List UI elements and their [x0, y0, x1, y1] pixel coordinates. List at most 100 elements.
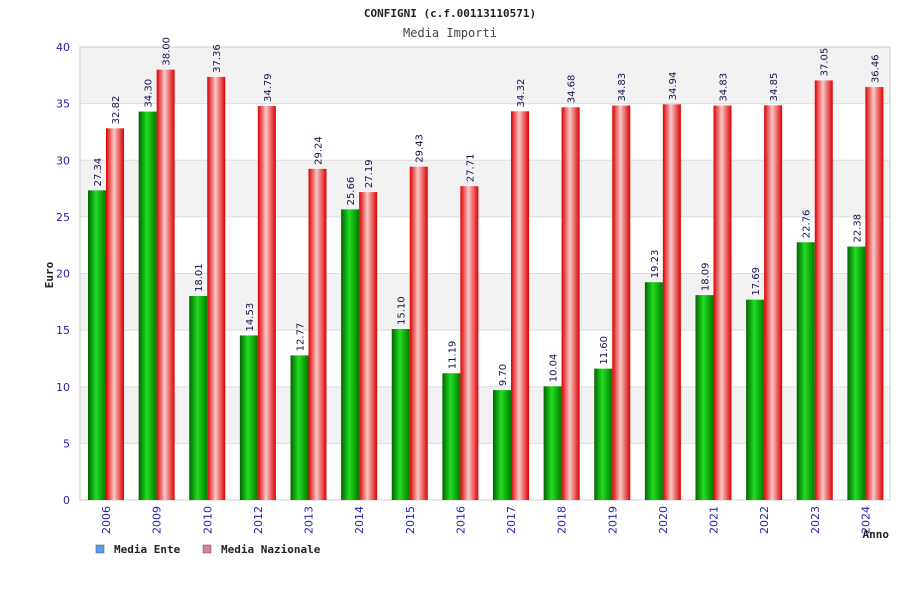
x-tick-label: 2022: [758, 506, 771, 534]
bar-value-label: 18.01: [194, 263, 205, 292]
chart-title: CONFIGNI (c.f.00113110571): [364, 7, 536, 20]
x-tick-label: 2009: [151, 506, 164, 534]
bar-value-label: 9.70: [498, 364, 509, 386]
bar-value-label: 34.32: [516, 79, 527, 108]
bar-media-ente: [695, 295, 714, 500]
bar-value-label: 11.19: [447, 341, 458, 370]
bar-value-label: 10.04: [549, 354, 560, 383]
bar-value-label: 14.53: [245, 303, 256, 332]
x-tick-label: 2023: [809, 506, 822, 534]
bar-media-ente: [88, 190, 106, 500]
legend-label-media-nazionale: Media Nazionale: [221, 543, 321, 556]
bar-media-nazionale: [359, 192, 378, 501]
bar-value-label: 11.60: [599, 336, 610, 365]
bar-media-nazionale: [460, 186, 479, 500]
bar-value-label: 34.85: [769, 73, 780, 102]
bar-media-ente: [493, 390, 511, 500]
bar-media-nazionale: [612, 105, 631, 501]
x-tick-label: 2020: [657, 506, 670, 534]
bar-media-nazionale: [257, 106, 276, 501]
bar-value-label: 18.09: [701, 262, 712, 291]
x-axis-label: Anno: [863, 528, 890, 541]
bar-value-label: 12.77: [296, 323, 307, 352]
bar-media-ente: [290, 355, 309, 500]
bar-value-label: 32.82: [111, 96, 122, 125]
bar-value-label: 34.94: [668, 72, 679, 101]
x-tick-label: 2014: [353, 506, 366, 534]
bar-media-ente: [847, 246, 866, 500]
x-tick-label: 2006: [100, 506, 113, 534]
x-tick-label: 2017: [505, 506, 518, 534]
bar-value-label: 27.34: [93, 158, 104, 187]
bar-media-ente: [644, 282, 663, 500]
y-axis-ticks: 0 5 10 15 20 25 30 35 40: [56, 41, 70, 507]
bar-media-nazionale: [561, 107, 580, 501]
bar-media-nazionale: [713, 105, 732, 501]
x-axis-ticks: 2006 2009 2010 2012 2013 2014 2015 2016 2017 2018…: [100, 506, 872, 534]
bar-media-nazionale: [106, 128, 124, 500]
chart-subtitle: Media Importi: [403, 26, 497, 40]
bar-media-nazionale: [662, 104, 681, 500]
bar-media-nazionale: [409, 166, 428, 500]
bar-value-label: 34.79: [263, 73, 274, 102]
legend-label-media-ente: Media Ente: [114, 543, 181, 556]
legend-swatch-media-ente: [95, 544, 105, 554]
x-tick-label: 2015: [404, 506, 417, 534]
bar-media-nazionale: [511, 111, 529, 501]
bar-value-label: 22.38: [852, 214, 863, 243]
y-axis-label: Euro: [43, 261, 56, 288]
bar-media-nazionale: [764, 105, 783, 500]
bar-media-nazionale: [865, 87, 884, 500]
y-tick-label: 30: [56, 154, 70, 167]
bar-media-nazionale: [156, 69, 175, 501]
bar-value-label: 27.19: [364, 159, 375, 188]
x-tick-label: 2010: [201, 506, 214, 534]
y-tick-label: 5: [63, 437, 70, 450]
bar-value-label: 29.24: [314, 136, 325, 165]
bar-value-label: 36.46: [870, 54, 881, 83]
bar-value-label: 37.36: [212, 44, 223, 73]
y-tick-label: 10: [56, 381, 70, 394]
x-tick-label: 2012: [252, 506, 265, 534]
bar-value-label: 25.66: [346, 177, 357, 206]
bar-value-label: 38.00: [162, 37, 173, 66]
x-tick-label: 2013: [303, 506, 316, 534]
bar-value-label: 19.23: [650, 250, 661, 279]
bar-media-ente: [594, 368, 613, 500]
y-tick-label: 0: [63, 494, 70, 507]
bar-value-label: 34.83: [719, 73, 730, 102]
bar-value-label: 22.76: [802, 210, 813, 239]
y-tick-label: 40: [56, 41, 70, 54]
x-tick-label: 2016: [454, 506, 467, 534]
bar-value-label: 34.30: [144, 79, 155, 108]
bar-value-label: 34.68: [567, 75, 578, 104]
x-tick-label: 2018: [556, 506, 569, 534]
x-tick-label: 2021: [708, 506, 721, 534]
bar-media-ente: [391, 328, 410, 500]
bar-media-nazionale: [308, 168, 327, 500]
bar-value-label: 17.69: [751, 267, 762, 296]
y-tick-label: 15: [56, 324, 70, 337]
bar-media-ente: [239, 335, 258, 500]
bar-media-ente: [138, 111, 157, 501]
bar-media-ente: [341, 209, 360, 500]
x-tick-label: 2024: [859, 506, 872, 534]
bar-value-label: 27.71: [465, 154, 476, 183]
bars: 27.34 32.82 34.30 38.00 18.01 37.36 14.53 34.79…: [88, 37, 884, 501]
legend-swatch-media-nazionale: [202, 544, 212, 554]
bar-value-label: 34.83: [617, 73, 628, 102]
x-tick-label: 2019: [606, 506, 619, 534]
bar-value-label: 29.43: [415, 134, 426, 163]
bar-value-label: 15.10: [397, 296, 408, 325]
y-tick-label: 35: [56, 98, 70, 111]
y-tick-label: 25: [56, 211, 70, 224]
bar-media-ente: [543, 386, 562, 500]
plot-frame: [79, 46, 891, 501]
bar-media-ente: [442, 373, 461, 500]
bar-media-nazionale: [207, 76, 226, 500]
bar-media-ente: [189, 296, 208, 500]
legend: Media Ente Media Nazionale: [95, 543, 321, 556]
bar-media-nazionale: [814, 80, 833, 500]
bar-media-ente: [746, 299, 765, 500]
